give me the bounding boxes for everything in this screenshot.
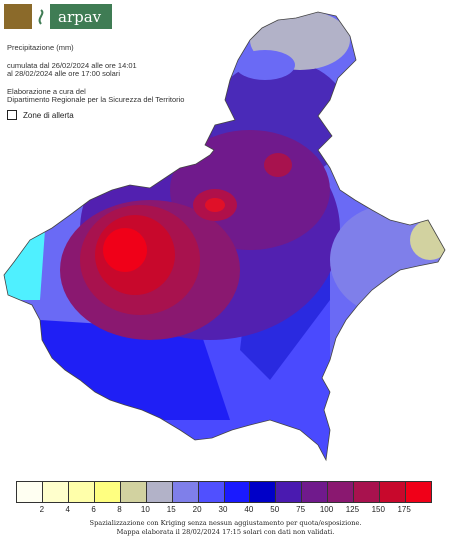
legend-tick-30: 30 [218, 505, 228, 514]
footer-note-1: Spazializzazione con Kriging senza nessu… [89, 519, 362, 527]
legend-swatch-6 [172, 482, 199, 502]
legend-swatch-5 [146, 482, 173, 502]
legend-swatch-8 [224, 482, 251, 502]
legend-tick-150: 150 [371, 505, 385, 514]
legend-swatch-0 [17, 482, 43, 502]
seal-icon [32, 4, 50, 29]
legend-tick-125: 125 [345, 505, 360, 514]
legend-tick-4: 4 [65, 505, 70, 514]
period-start: cumulata dal 26/02/2024 alle ore 14:01 [7, 60, 137, 70]
footer-note-2: Mappa elaborata il 28/02/2024 17:15 sola… [116, 528, 335, 536]
legend-swatch-2 [68, 482, 95, 502]
legend-swatch-1 [42, 482, 69, 502]
legend-ticks: 2 4 6 8 10 15 20 30 40 50 75 100 125 150 175 [16, 505, 430, 515]
legend-tick-2: 2 [39, 505, 45, 514]
legend-tick-50: 50 [270, 505, 280, 514]
legend-tick-15: 15 [166, 505, 176, 514]
arpav-logo: arpav [4, 4, 112, 29]
legend-tick-40: 40 [244, 505, 254, 514]
period-end: al 28/02/2024 alle ore 17:00 solari [7, 69, 120, 79]
zone-toggle[interactable]: Zone di allerta [7, 110, 74, 120]
map-info: Precipitazione (mm) cumulata dal 26/02/2… [7, 43, 185, 105]
zone-label: Zone di allerta [23, 110, 74, 120]
legend-tick-10: 10 [140, 505, 150, 514]
zone-checkbox[interactable] [7, 110, 17, 120]
legend-swatch-10 [276, 482, 303, 502]
legend-tick-175: 175 [397, 505, 411, 514]
credit-line-2: Dipartimento Regionale per la Sicurezza … [7, 95, 185, 105]
legend-tick-100: 100 [319, 505, 334, 514]
lion-emblem-icon [4, 4, 32, 29]
legend-swatch-13 [354, 482, 381, 502]
map-title: Precipitazione (mm) [7, 43, 74, 52]
legend-swatch-7 [198, 482, 225, 502]
legend-tick-6: 6 [91, 505, 96, 514]
legend-tick-20: 20 [192, 505, 202, 514]
legend-tick-75: 75 [296, 505, 306, 514]
legend-swatch-4 [120, 482, 147, 502]
legend-swatch-11 [302, 482, 329, 502]
legend-swatch-12 [328, 482, 355, 502]
legend-swatch-14 [380, 482, 407, 502]
credit-line-1: Elaborazione a cura del [7, 86, 86, 96]
color-legend [16, 481, 432, 503]
legend-swatch-15 [406, 482, 431, 502]
legend-swatch-9 [250, 482, 277, 502]
legend-tick-8: 8 [117, 505, 122, 514]
legend-swatch-3 [94, 482, 121, 502]
arpav-wordmark: arpav [58, 7, 102, 26]
